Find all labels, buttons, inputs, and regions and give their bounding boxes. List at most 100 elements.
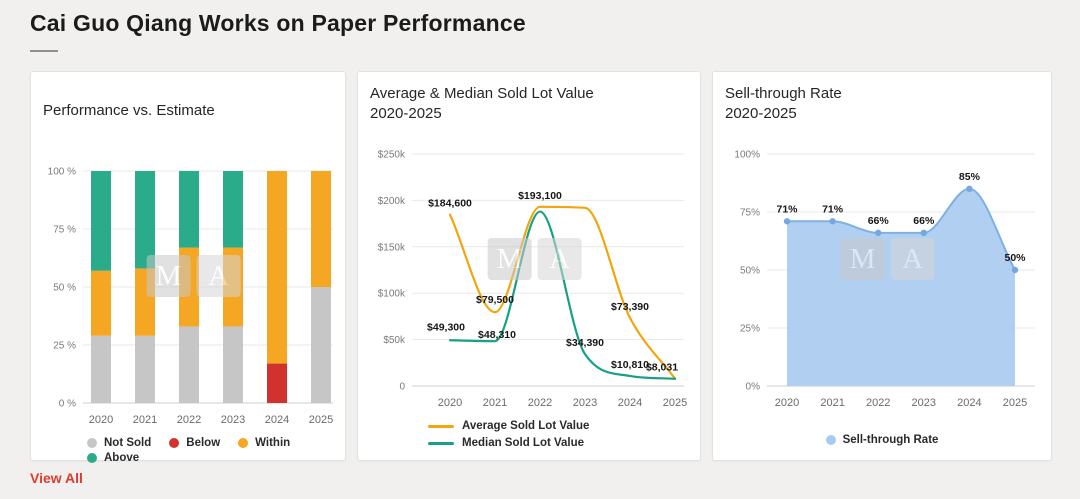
legend-swatch-sell-through-rate: [825, 435, 836, 445]
x-axis-label: 2025: [663, 397, 687, 409]
bar-segment-within: [311, 171, 331, 287]
point-marker: [829, 218, 836, 225]
bar-segment-within: [91, 270, 111, 336]
title-divider: [30, 50, 58, 52]
x-axis-label: 2021: [483, 397, 507, 409]
x-axis-label: 2023: [221, 414, 245, 426]
page-title: Cai Guo Qiang Works on Paper Performance: [30, 10, 526, 36]
performance-card-head: Performance vs. Estimate: [43, 101, 333, 155]
bar-segment-not-sold: [223, 326, 243, 403]
y-tick-label: $200k: [378, 196, 406, 207]
legend-swatch-within: [238, 438, 249, 448]
legend-item-not-sold: Not Sold: [87, 437, 151, 449]
bar-segment-within: [179, 247, 199, 327]
bar-segment-not-sold: [311, 287, 331, 403]
point-marker: [966, 185, 973, 192]
x-axis-label: 2021: [820, 397, 844, 409]
y-tick-label: $100k: [378, 289, 406, 300]
card-sell-through-rate: Sell-through Rate 2020-2025 0% 25% 50% 75% 1…: [712, 71, 1052, 461]
x-axis-label: 2023: [912, 397, 936, 409]
card-avg-median-sold-lot-value: Average & Median Sold Lot Value 2020-202…: [357, 71, 701, 461]
performance-chart-title: Performance vs. Estimate: [43, 102, 215, 119]
lot-value-legend: Average Sold Lot Value Median Sold Lot Va…: [428, 420, 688, 449]
bar-segment-above: [223, 171, 243, 248]
data-label: $49,300: [427, 321, 465, 333]
card-performance-vs-estimate: Performance vs. Estimate 0 % 25 % 50 % 75 %…: [30, 71, 346, 464]
legend-swatch-above: [87, 453, 97, 463]
y-tick-label: 75%: [740, 208, 760, 219]
x-axis-label: 2023: [573, 397, 597, 409]
legend-item-below: Below: [169, 437, 220, 449]
bar-segment-within: [267, 171, 287, 364]
point-marker: [920, 229, 927, 237]
legend-item-sell-through-rate: Sell-through Rate: [825, 434, 938, 446]
legend-label: Average Sold Lot Value: [462, 420, 590, 432]
lot-value-chart-area: 0 $50k $100k $150k $200k $250k 2020 2021 2022 202…: [370, 138, 688, 416]
y-tick-label: 50 %: [53, 283, 76, 294]
legend-swatch-average-sold-lot-value: [428, 424, 454, 428]
legend-swatch-median-sold-lot-value: [428, 441, 454, 445]
line-average-sold-lot-value: [448, 205, 677, 380]
bar-segment-within: [223, 247, 243, 327]
page-header: Cai Guo Qiang Works on Paper Performance: [30, 0, 1052, 52]
data-label: $73,390: [611, 301, 649, 313]
y-tick-label: $150k: [378, 242, 406, 253]
data-label: 50%: [1004, 252, 1026, 264]
legend-item-above: Above: [87, 452, 139, 464]
legend-label: Not Sold: [104, 437, 152, 449]
data-label: 66%: [913, 215, 935, 227]
x-axis-label: 2024: [957, 397, 981, 409]
bar-segment-above: [179, 171, 199, 248]
bar-segment-not-sold: [135, 335, 155, 403]
lot-value-card-head: Average & Median Sold Lot Value 2020-202…: [370, 84, 688, 138]
y-tick-label: 0: [399, 382, 405, 393]
legend-item-median-sold-lot-value: Median Sold Lot Value: [428, 437, 584, 449]
point-marker: [783, 218, 791, 225]
y-tick-label: 75 %: [53, 225, 76, 236]
data-label: $34,390: [566, 337, 604, 349]
area-sell-through-rate: [787, 188, 1015, 386]
x-axis-label: 2022: [866, 397, 890, 409]
sell-through-card-head: Sell-through Rate 2020-2025: [725, 84, 1039, 138]
bar-segment-above: [135, 171, 155, 269]
y-tick-label: 0 %: [59, 399, 76, 410]
y-tick-label: 25%: [740, 324, 760, 335]
data-label: $8,031: [646, 362, 678, 374]
data-label: 85%: [959, 171, 981, 183]
view-all-link[interactable]: View All: [30, 470, 83, 486]
x-axis-label: 2022: [177, 414, 201, 426]
legend-label: Below: [186, 437, 221, 449]
lot-value-chart-title: Average & Median Sold Lot Value: [370, 85, 594, 102]
bar-segment-below: [267, 363, 287, 403]
performance-stacked-bar-chart: 0 % 25 % 50 % 75 % 100 % 2020 2021 2022 2023 2024…: [48, 167, 334, 427]
x-axis-label: 2021: [133, 414, 157, 426]
point-marker: [875, 229, 882, 237]
sell-through-area-chart: 0% 25% 50% 75% 100% 2020 2021 2022 2023 2024 2025 7…: [734, 150, 1035, 409]
x-axis-label: 2025: [309, 414, 333, 426]
sell-through-legend: Sell-through Rate: [725, 434, 1039, 446]
bar-segment-above: [91, 171, 111, 271]
y-tick-label: $50k: [383, 335, 406, 346]
x-axis-label: 2025: [1003, 397, 1027, 409]
y-tick-label: 0%: [746, 382, 761, 393]
data-label: $79,500: [476, 294, 514, 306]
legend-label: Within: [255, 437, 291, 449]
y-tick-label: 25 %: [53, 341, 76, 352]
data-label: $48,310: [478, 329, 516, 341]
lot-value-line-chart: 0 $50k $100k $150k $200k $250k 2020 2021 2022 202…: [378, 150, 687, 410]
y-tick-label: $250k: [378, 150, 406, 161]
data-label: $184,600: [428, 198, 472, 210]
data-label: $193,100: [518, 190, 562, 202]
data-label: 71%: [822, 203, 844, 215]
legend-swatch-below: [169, 438, 180, 448]
x-axis-label: 2024: [618, 397, 642, 409]
sell-through-chart-title: Sell-through Rate: [725, 85, 842, 102]
x-axis-label: 2024: [265, 414, 289, 426]
performance-chart-area: 0 % 25 % 50 % 75 % 100 % 2020 2021 2022 2023 2024…: [43, 155, 334, 433]
data-label: 66%: [868, 215, 890, 227]
legend-item-within: Within: [238, 437, 290, 449]
y-tick-label: 100 %: [48, 167, 76, 178]
y-tick-label: 50%: [740, 266, 760, 277]
x-axis-label: 2020: [438, 397, 462, 409]
